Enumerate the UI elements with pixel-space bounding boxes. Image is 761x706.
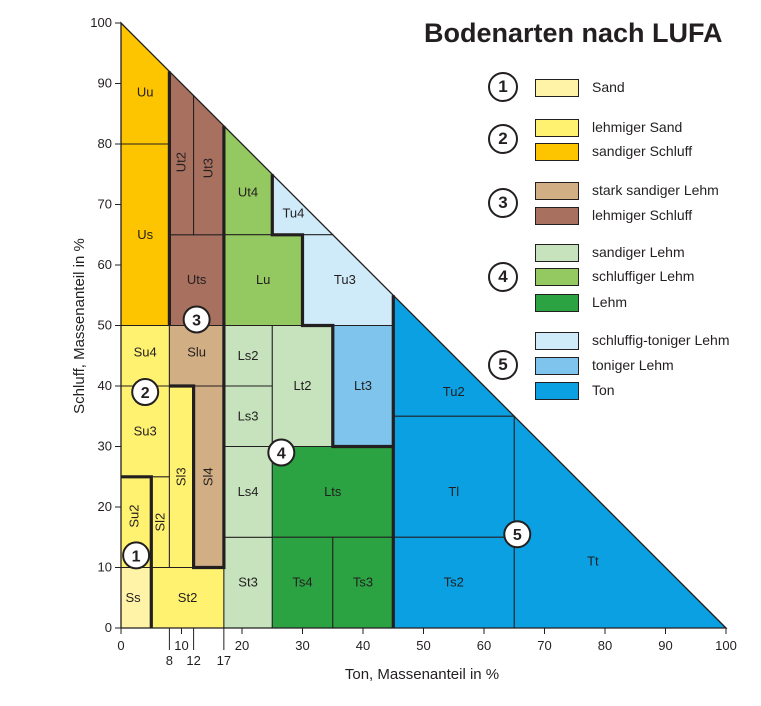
group-marker-3 [182, 305, 211, 334]
region-label-tt: Tt [587, 553, 599, 568]
x-tick-label: 0 [117, 638, 124, 653]
y-tick-label: 90 [98, 76, 112, 91]
region-label-uu: Uu [137, 85, 154, 100]
x-tick-label: 12 [186, 653, 200, 668]
x-tick-label: 30 [295, 638, 309, 653]
region-label-st3: St3 [238, 575, 258, 590]
region-label-su4: Su4 [134, 345, 157, 360]
region-tl [392, 415, 515, 538]
region-label-us: Us [137, 227, 153, 242]
group-marker-number: 1 [132, 548, 141, 565]
y-tick-label: 100 [90, 15, 112, 30]
region-label-tu2: Tu2 [443, 384, 465, 399]
x-tick-label: 60 [477, 638, 491, 653]
region-label-ls3: Ls3 [238, 408, 259, 423]
x-tick-label: 10 [174, 638, 188, 653]
group-marker-number: 5 [513, 527, 522, 544]
x-tick-label: 80 [598, 638, 612, 653]
region-label-lt3: Lt3 [354, 378, 372, 393]
region-label-tu3: Tu3 [334, 272, 356, 287]
y-tick-label: 20 [98, 499, 112, 514]
chart-title: Bodenarten nach LUFA [424, 18, 723, 48]
region-label-ut3: Ut3 [201, 158, 216, 178]
x-tick-label: 40 [356, 638, 370, 653]
region-label-ts3: Ts3 [353, 575, 373, 590]
x-tick-label: 90 [658, 638, 672, 653]
group-markers-layer: 1 2 3 4 5 [122, 305, 532, 570]
region-label-uts: Uts [187, 272, 207, 287]
region-label-sl2: Sl2 [152, 513, 167, 532]
region-label-ut4: Ut4 [238, 184, 258, 199]
region-label-st2: St2 [178, 590, 198, 605]
region-label-ut2: Ut2 [174, 152, 189, 172]
group-marker-number: 2 [141, 385, 150, 402]
region-ut4 [223, 124, 273, 236]
group-marker-5 [503, 520, 532, 549]
x-tick-label: 50 [416, 638, 430, 653]
y-tick-label: 0 [105, 620, 112, 635]
y-axis-title: Schluff, Massenanteil in % [71, 238, 88, 414]
y-tick-label: 30 [98, 439, 112, 454]
y-tick-label: 60 [98, 257, 112, 272]
group-marker-number: 3 [192, 312, 201, 329]
region-label-tl: Tl [448, 484, 459, 499]
region-label-lts: Lts [324, 484, 342, 499]
group-marker-4 [267, 438, 296, 467]
region-label-sl4: Sl4 [201, 467, 216, 486]
y-tick-label: 40 [98, 378, 112, 393]
y-tick-label: 80 [98, 136, 112, 151]
x-tick-label: 17 [217, 653, 231, 668]
region-uu [120, 21, 170, 145]
region-label-ts2: Ts2 [444, 575, 464, 590]
y-tick-label: 70 [98, 197, 112, 212]
region-label-ls2: Ls2 [238, 348, 259, 363]
x-tick-label: 8 [166, 653, 173, 668]
group-boundary-line [121, 475, 153, 628]
x-axis-title: Ton, Massenanteil in % [345, 666, 499, 683]
region-label-sl3: Sl3 [174, 467, 189, 486]
group-marker-1 [122, 541, 151, 570]
region-label-lu: Lu [256, 272, 270, 287]
x-tick-label: 70 [537, 638, 551, 653]
region-label-ts4: Ts4 [292, 575, 312, 590]
region-label-slu: Slu [187, 345, 206, 360]
y-tick-label: 10 [98, 560, 112, 575]
region-label-ls4: Ls4 [238, 484, 259, 499]
y-tick-label: 50 [98, 318, 112, 333]
region-label-su2: Su2 [126, 505, 141, 528]
region-label-ss: Ss [126, 590, 142, 605]
region-label-lt2: Lt2 [293, 378, 311, 393]
group-boundary-line [169, 125, 226, 570]
group-boundary-line [270, 174, 395, 449]
x-tick-label: 100 [715, 638, 737, 653]
group-marker-number: 4 [277, 446, 286, 463]
region-label-tu4: Tu4 [282, 206, 304, 221]
group-marker-2 [131, 378, 160, 407]
x-tick-label: 20 [235, 638, 249, 653]
region-label-su3: Su3 [134, 423, 157, 438]
region-labels-layer: Ss Su2 Sl2 Su3 Su4 Sl3 St2 Us Uu Slu Sl4 Uts Ut2 Ut3 S… [126, 85, 600, 605]
boundary-layer [121, 71, 395, 628]
